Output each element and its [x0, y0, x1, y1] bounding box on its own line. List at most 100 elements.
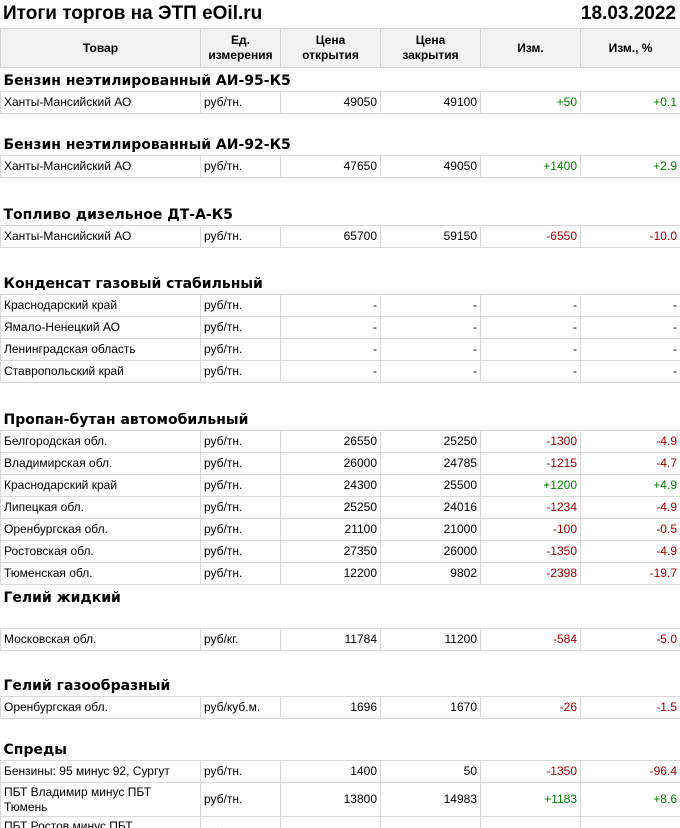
column-header: Ед. измерения — [200, 28, 281, 68]
spacer-row — [1, 651, 680, 674]
change: -26 — [480, 696, 581, 719]
open-price: - — [280, 316, 381, 339]
change-percent: -4.7 — [580, 452, 680, 475]
open-price: 27350 — [280, 540, 381, 563]
close-price: - — [380, 294, 481, 317]
change-percent: -5.0 — [580, 628, 680, 651]
column-header: Изм. — [480, 28, 581, 68]
spacer-row — [1, 248, 680, 272]
product: Ставропольский край — [0, 360, 201, 383]
close-price: 1670 — [380, 696, 481, 719]
change: -1350 — [480, 760, 581, 783]
open-price: 26000 — [280, 452, 381, 475]
close-price: 49050 — [380, 155, 481, 178]
change-percent: - — [580, 360, 680, 383]
close-price: - — [380, 338, 481, 361]
section-row: Бензин неэтилированный АИ-95-К5 — [1, 68, 680, 92]
open-price: 49050 — [280, 91, 381, 114]
section-title: Конденсат газовый стабильный — [3, 275, 263, 292]
product: Оренбургская обл. — [0, 518, 201, 541]
section-row: Спреды — [1, 737, 680, 761]
product: Ленинградская область — [0, 338, 201, 361]
change: +1183 — [480, 782, 581, 817]
product: ПБТ Владимир минус ПБТ Тюмень — [0, 782, 201, 817]
open-price: 1400 — [280, 760, 381, 783]
unit: руб/тн. — [200, 452, 281, 475]
unit: руб/тн. — [200, 225, 281, 248]
change-percent: -0.5 — [580, 518, 680, 541]
close-price: 24785 — [380, 452, 481, 475]
spacer-row — [1, 719, 680, 738]
data-row: Краснодарский край руб/тн. 24300 25500 +1200… — [0, 474, 680, 497]
open-price: 21100 — [280, 518, 381, 541]
product: Ханты-Мансийский АО — [0, 225, 201, 248]
product: Белгородская обл. — [0, 430, 201, 453]
results-table: Товар Ед. измерения Цена открытия Цена закр… — [0, 28, 680, 828]
change: - — [480, 316, 581, 339]
section-title: Пропан-бутан автомобильный — [3, 411, 249, 428]
change-percent: +8.6 — [580, 782, 680, 817]
unit: руб/тн. — [200, 562, 281, 585]
data-row: Оренбургская обл. руб/куб.м. 1696 1670 -26 -1… — [0, 696, 680, 719]
unit: руб/тн. — [200, 316, 281, 339]
product: Ханты-Мансийский АО — [0, 91, 201, 114]
product: Московская обл. — [0, 628, 201, 651]
unit: руб/кг. — [200, 628, 281, 651]
change: - — [480, 294, 581, 317]
unit: руб/тн. — [200, 782, 281, 817]
change: -2398 — [480, 562, 581, 585]
change-percent: -10.0 — [580, 225, 680, 248]
change: -100 — [480, 518, 581, 541]
product: Бензины: 95 минус 92, Сургут — [0, 760, 201, 783]
unit: руб/тн. — [200, 294, 281, 317]
spacer — [1, 383, 680, 408]
section-title: Гелий газообразный — [3, 677, 171, 694]
close-price: 24016 — [380, 496, 481, 519]
data-row: Ростовская обл. руб/тн. 27350 26000 -1350 -4.… — [0, 540, 680, 563]
change: -6550 — [480, 225, 581, 248]
product: Краснодарский край — [0, 474, 201, 497]
change: -1350 — [480, 540, 581, 563]
spacer — [1, 114, 680, 133]
change-percent: +10.0 — [580, 816, 680, 828]
column-header: Цена закрытия — [380, 28, 481, 68]
section-row: Топливо дизельное ДТ-А-К5 — [1, 202, 680, 226]
spacer — [1, 608, 680, 629]
unit: руб/куб.м. — [200, 696, 281, 719]
open-price: 24300 — [280, 474, 381, 497]
close-price: 59150 — [380, 225, 481, 248]
spacer-row — [1, 178, 680, 203]
data-row: Тюменская обл. руб/тн. 12200 9802 -2398 -19.7 — [0, 562, 680, 585]
close-price: 25500 — [380, 474, 481, 497]
product: Оренбургская обл. — [0, 696, 201, 719]
change-percent: - — [580, 294, 680, 317]
open-price: -1350 — [280, 816, 381, 828]
column-header: Изм., % — [580, 28, 680, 68]
data-row: Ханты-Мансийский АО руб/тн. 47650 49050 +140… — [0, 155, 680, 178]
change-percent: - — [580, 316, 680, 339]
change: +1200 — [480, 474, 581, 497]
open-price: - — [280, 338, 381, 361]
open-price: - — [280, 294, 381, 317]
change-percent: -1.5 — [580, 696, 680, 719]
open-price: - — [280, 360, 381, 383]
unit: руб/тн. — [200, 496, 281, 519]
data-row: Липецкая обл. руб/тн. 25250 24016 -1234 -4.9 — [0, 496, 680, 519]
change-percent: +4.9 — [580, 474, 680, 497]
data-row: ПБТ Владимир минус ПБТ Тюмень руб/тн. 1380… — [0, 782, 680, 817]
change: -584 — [480, 628, 581, 651]
change: -1234 — [480, 496, 581, 519]
data-row: Оренбургская обл. руб/тн. 21100 21000 -100 -0… — [0, 518, 680, 541]
unit: руб/тн. — [200, 540, 281, 563]
section-title: Топливо дизельное ДТ-А-К5 — [3, 206, 233, 223]
close-price: 26000 — [380, 540, 481, 563]
data-row: Краснодарский край руб/тн. - - - - — [0, 294, 680, 317]
product: Владимирская обл. — [0, 452, 201, 475]
product: Ханты-Мансийский АО — [0, 155, 201, 178]
close-price: 49100 — [380, 91, 481, 114]
open-price: 1696 — [280, 696, 381, 719]
unit: руб/тн. — [200, 474, 281, 497]
product: Краснодарский край — [0, 294, 201, 317]
change: - — [480, 338, 581, 361]
